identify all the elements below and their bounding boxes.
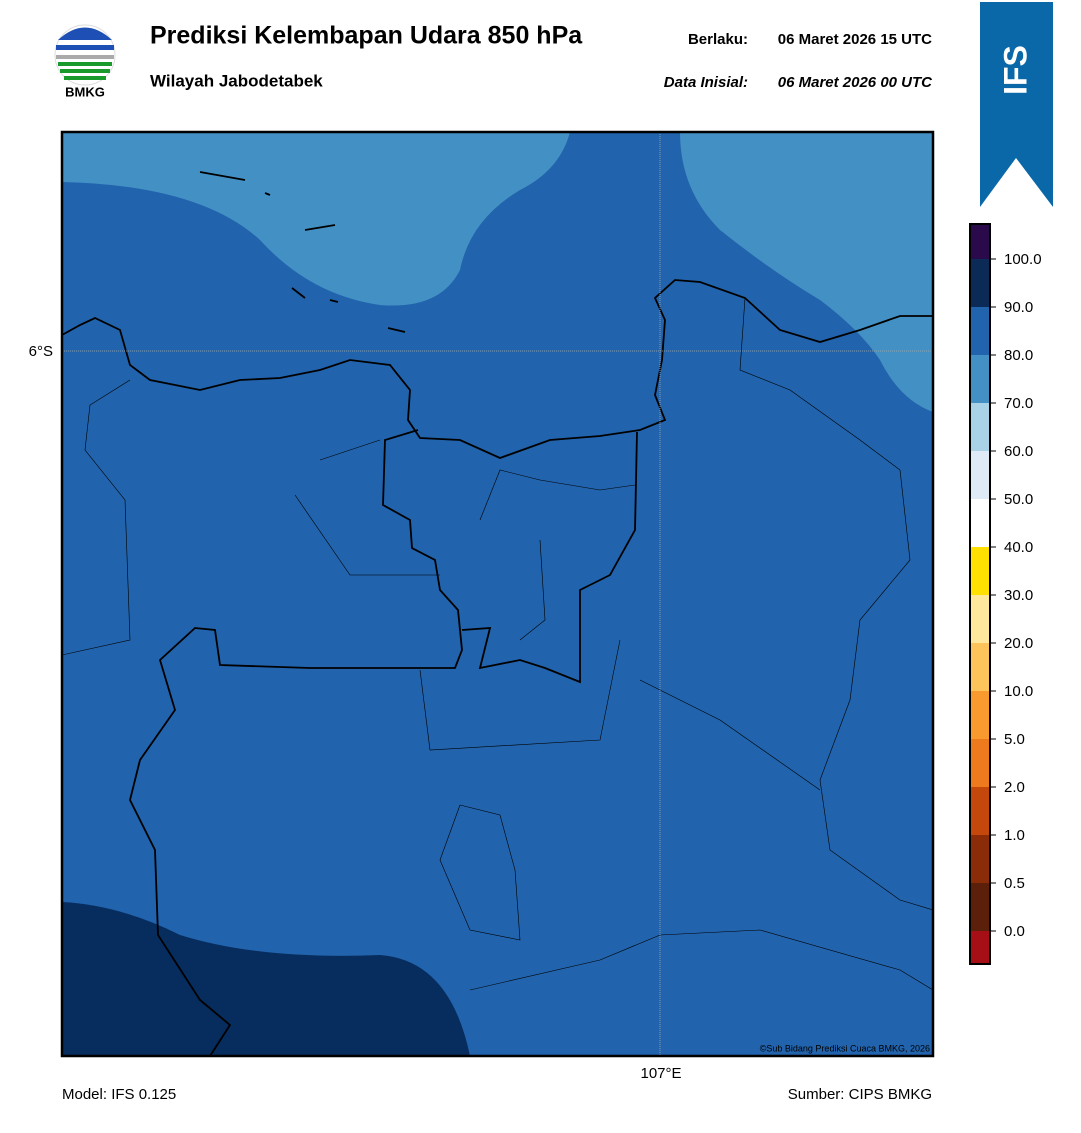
- map: ©Sub Bidang Prediksi Cuaca BMKG, 2026 6°…: [29, 130, 935, 1082]
- colorbar-label: 2.0: [1004, 779, 1025, 796]
- colorbar-label: 70.0: [1004, 395, 1033, 412]
- map-frame: [60, 130, 935, 1058]
- logo: BMKG: [54, 24, 116, 99]
- colorbar-segment: [970, 403, 990, 451]
- colorbar-label: 0.0: [1004, 923, 1025, 940]
- colorbar: 100.0 90.0 80.0 70.0 60.0 50.0 40.0 30.0 20.0 10.…: [969, 223, 1042, 965]
- colorbar-segment: [970, 643, 990, 691]
- colorbar-label: 80.0: [1004, 347, 1033, 364]
- colorbar-segment: [970, 787, 990, 835]
- colorbar-segment: [970, 835, 990, 883]
- badge: IFS: [980, 2, 1053, 207]
- colorbar-segment: [970, 355, 990, 403]
- colorbar-segment: [970, 499, 990, 547]
- colorbar-label: 10.0: [1004, 683, 1033, 700]
- colorbar-segment: [970, 883, 990, 931]
- colorbar-segment: [970, 739, 990, 787]
- valid-time: 06 Maret 2026 15 UTC: [778, 31, 932, 48]
- subtitle: Wilayah Jabodetabek: [150, 71, 323, 90]
- colorbar-segment: [970, 595, 990, 643]
- colorbar-segment: [970, 451, 990, 499]
- init-time: 06 Maret 2026 00 UTC: [778, 74, 933, 91]
- colorbar-label: 1.0: [1004, 827, 1025, 844]
- colorbar-segment: [970, 547, 990, 595]
- copyright: ©Sub Bidang Prediksi Cuaca BMKG, 2026: [760, 1043, 930, 1053]
- colorbar-segment: [970, 307, 990, 355]
- footer-source: Sumber: CIPS BMKG: [788, 1086, 932, 1103]
- valid-label: Berlaku:: [688, 31, 748, 48]
- colorbar-frame: [969, 223, 991, 965]
- colorbar-label: 50.0: [1004, 491, 1033, 508]
- colorbar-label: 30.0: [1004, 587, 1033, 604]
- colorbar-label: 5.0: [1004, 731, 1025, 748]
- badge-text: IFS: [997, 45, 1033, 95]
- colorbar-label: 20.0: [1004, 635, 1033, 652]
- colorbar-label: 100.0: [1004, 251, 1042, 268]
- colorbar-segment: [970, 224, 990, 259]
- init-label: Data Inisial:: [664, 74, 748, 91]
- colorbar-label: 60.0: [1004, 443, 1033, 460]
- colorbar-label: 40.0: [1004, 539, 1033, 556]
- colorbar-segment: [970, 259, 990, 307]
- colorbar-segment: [970, 931, 990, 964]
- colorbar-segment: [970, 691, 990, 739]
- title: Prediksi Kelembapan Udara 850 hPa: [150, 22, 583, 50]
- lat-label: 6°S: [29, 343, 53, 360]
- logo-text: BMKG: [65, 84, 105, 99]
- colorbar-label: 90.0: [1004, 299, 1033, 316]
- footer-model: Model: IFS 0.125: [62, 1086, 176, 1103]
- colorbar-label: 0.5: [1004, 875, 1025, 892]
- lon-label: 107°E: [640, 1065, 681, 1082]
